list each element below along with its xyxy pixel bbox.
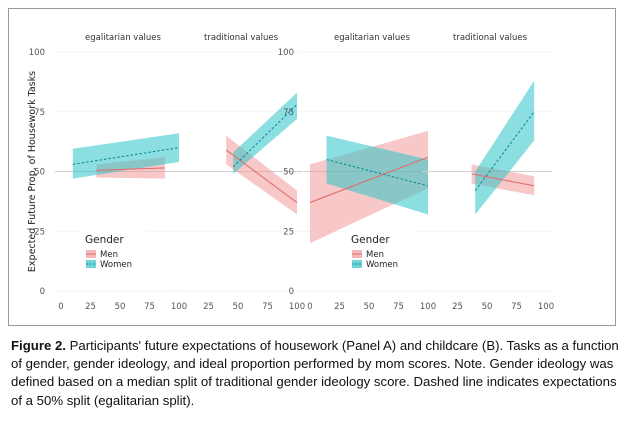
legend-label-men: Men — [100, 250, 118, 260]
x-tick-label: 75 — [262, 302, 273, 312]
y-tick-label: 0 — [289, 287, 294, 297]
caption-text: Participants' future expectations of hou… — [11, 338, 619, 408]
x-tick-label: 50 — [482, 302, 493, 312]
y-tick-label: 75 — [34, 108, 45, 118]
x-tick-label: 75 — [393, 302, 404, 312]
facet-title: egalitarian values — [334, 33, 410, 43]
caption-lead: Figure 2. — [11, 338, 66, 353]
x-tick-label: 25 — [452, 302, 463, 312]
y-tick-label: 0 — [40, 287, 45, 297]
x-tick-label: 100 — [171, 302, 187, 312]
y-tick-label: 50 — [34, 168, 45, 178]
fit-line-women — [474, 111, 535, 191]
fit-line-men — [96, 167, 165, 171]
facet-title: egalitarian values — [85, 33, 161, 43]
legend-title: Gender — [351, 234, 390, 246]
x-tick-label: 25 — [203, 302, 214, 312]
legend-label-men: Men — [366, 250, 384, 260]
y-tick-label: 100 — [278, 48, 294, 58]
y-tick-label: 25 — [283, 227, 294, 237]
ci-band-women — [326, 135, 428, 215]
x-tick-label: 100 — [289, 302, 305, 312]
fit-line-men — [309, 156, 429, 204]
fit-line-women — [326, 159, 429, 187]
x-tick-label: 100 — [538, 302, 554, 312]
x-tick-label: 25 — [334, 302, 345, 312]
x-tick-label: 100 — [420, 302, 436, 312]
x-tick-label: 75 — [511, 302, 522, 312]
plot-area: Expected Future Prop. of Housework Tasks… — [27, 33, 554, 312]
ci-band-women — [72, 133, 179, 179]
facet-title: traditional values — [453, 33, 528, 43]
legend-label-women: Women — [366, 260, 398, 270]
ci-band-women — [475, 80, 535, 215]
fit-line-women — [232, 104, 298, 168]
fit-line-men — [471, 173, 535, 187]
y-tick-label: 25 — [34, 227, 45, 237]
x-tick-label: 25 — [85, 302, 96, 312]
legend-label-women: Women — [100, 260, 132, 270]
ci-band-women — [233, 92, 297, 174]
fit-line-men — [225, 149, 298, 204]
x-tick-label: 50 — [115, 302, 126, 312]
x-tick-label: 0 — [307, 302, 312, 312]
x-tick-label: 50 — [364, 302, 375, 312]
legend-title: Gender — [85, 234, 124, 246]
y-tick-label: 50 — [283, 168, 294, 178]
figure-caption: Figure 2. Participants' future expectati… — [11, 337, 623, 410]
figure-frame: Expected Future Prop. of Housework Tasks… — [8, 8, 616, 326]
y-tick-label: 75 — [283, 108, 294, 118]
x-tick-label: 50 — [233, 302, 244, 312]
y-tick-label: 100 — [29, 48, 45, 58]
y-axis-title: Expected Future Prop. of Housework Tasks — [27, 71, 38, 272]
x-tick-label: 0 — [58, 302, 63, 312]
x-tick-label: 75 — [144, 302, 155, 312]
facet-title: traditional values — [204, 33, 279, 43]
